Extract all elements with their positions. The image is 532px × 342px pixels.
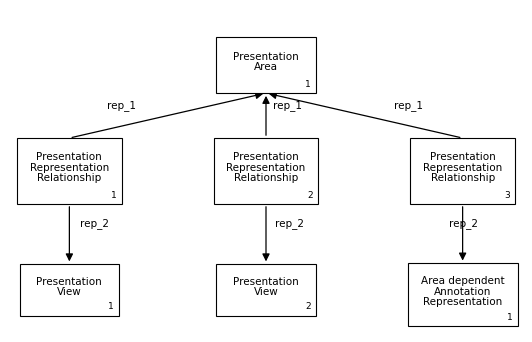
Text: rep_1: rep_1 <box>107 100 136 110</box>
Text: Relationship: Relationship <box>430 173 495 183</box>
Text: Presentation: Presentation <box>233 153 299 162</box>
Text: rep_2: rep_2 <box>80 219 109 229</box>
Text: Area: Area <box>254 62 278 72</box>
FancyBboxPatch shape <box>214 138 318 204</box>
Text: Relationship: Relationship <box>234 173 298 183</box>
Text: Representation: Representation <box>423 297 502 307</box>
Text: Presentation: Presentation <box>37 153 102 162</box>
Text: Presentation: Presentation <box>37 277 102 287</box>
Text: Relationship: Relationship <box>37 173 102 183</box>
Text: 1: 1 <box>109 302 114 312</box>
FancyBboxPatch shape <box>17 138 122 204</box>
Text: 1: 1 <box>506 313 512 322</box>
Text: rep_1: rep_1 <box>394 100 423 110</box>
Text: 2: 2 <box>307 191 313 200</box>
Text: View: View <box>57 287 82 297</box>
FancyBboxPatch shape <box>216 37 316 93</box>
FancyBboxPatch shape <box>410 138 515 204</box>
Text: Presentation: Presentation <box>430 153 495 162</box>
Text: rep_1: rep_1 <box>272 100 302 110</box>
Text: 2: 2 <box>305 302 311 312</box>
Text: Area dependent: Area dependent <box>421 276 504 286</box>
Text: 1: 1 <box>305 80 311 89</box>
Text: 1: 1 <box>111 191 117 200</box>
Text: Representation: Representation <box>30 163 109 173</box>
FancyBboxPatch shape <box>408 263 518 326</box>
Text: Annotation: Annotation <box>434 287 492 297</box>
Text: Presentation: Presentation <box>233 52 299 62</box>
FancyBboxPatch shape <box>216 264 316 316</box>
Text: rep_2: rep_2 <box>275 219 304 229</box>
Text: Representation: Representation <box>423 163 502 173</box>
Text: Representation: Representation <box>227 163 305 173</box>
Text: Presentation: Presentation <box>233 277 299 287</box>
Text: 3: 3 <box>504 191 510 200</box>
FancyBboxPatch shape <box>20 264 119 316</box>
Text: View: View <box>254 287 278 297</box>
Text: rep_2: rep_2 <box>449 219 478 229</box>
